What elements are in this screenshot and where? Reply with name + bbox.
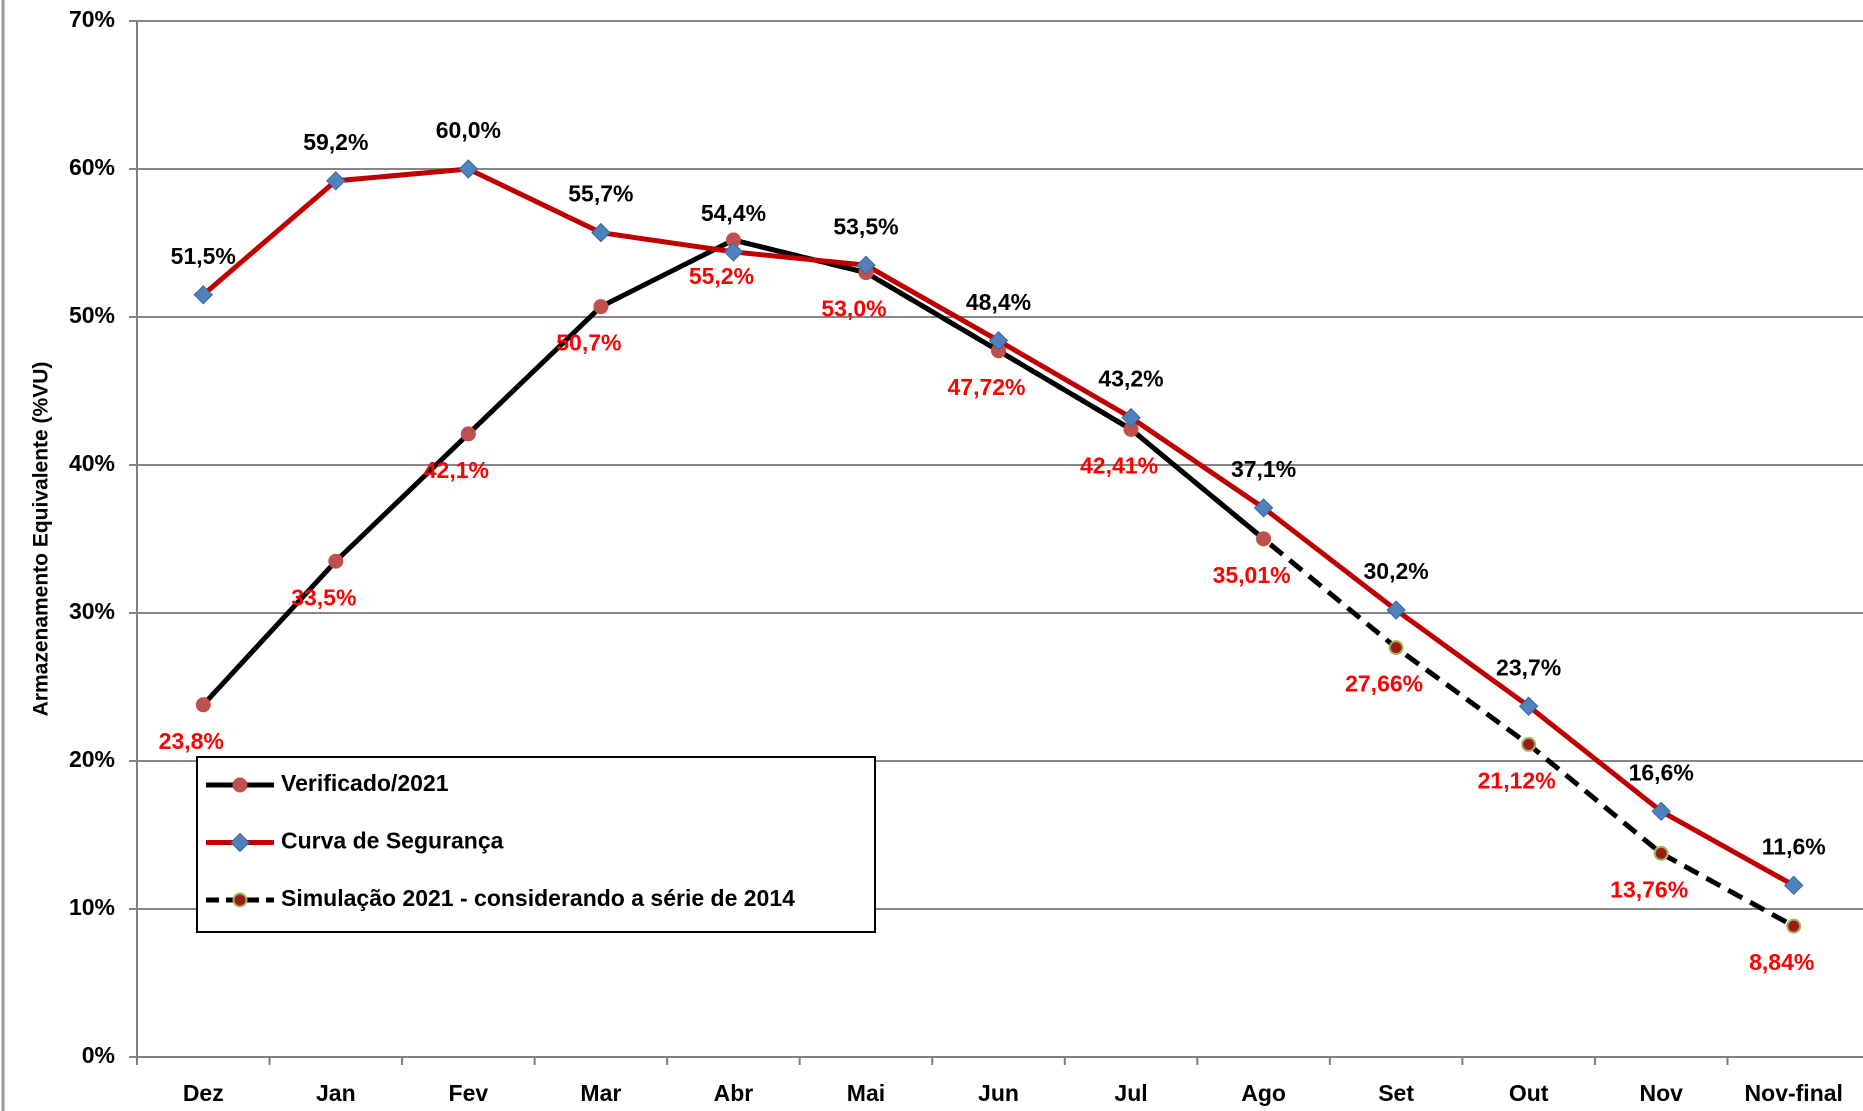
data-label: 16,6%	[1629, 759, 1694, 785]
marker	[232, 892, 248, 908]
y-tick-label: 20%	[69, 746, 115, 772]
data-label: 27,66%	[1345, 671, 1423, 697]
marker	[1653, 845, 1669, 861]
marker	[723, 242, 744, 262]
marker	[1386, 600, 1406, 620]
x-tick-label: Jul	[1114, 1080, 1147, 1106]
data-label: 53,5%	[833, 213, 898, 239]
y-tick-label: 60%	[69, 154, 115, 180]
x-tick-label: Dez	[183, 1080, 224, 1106]
data-label: 55,7%	[568, 181, 633, 207]
marker	[1121, 407, 1141, 428]
legend-label: Curva de Segurança	[281, 828, 504, 854]
marker	[856, 255, 876, 275]
y-tick-label: 50%	[69, 302, 115, 328]
data-label: 50,7%	[556, 330, 621, 356]
y-tick-label: 0%	[82, 1042, 115, 1068]
y-tick-label: 40%	[69, 450, 115, 476]
data-label: 23,8%	[159, 728, 224, 754]
x-tick-label: Fev	[449, 1080, 489, 1106]
marker	[1256, 531, 1272, 547]
marker	[326, 171, 346, 191]
data-label: 43,2%	[1098, 366, 1163, 392]
data-label: 30,2%	[1364, 558, 1429, 584]
marker	[593, 299, 609, 315]
data-label: 47,72%	[947, 374, 1025, 400]
data-label: 37,1%	[1231, 456, 1296, 482]
data-label: 23,7%	[1496, 654, 1561, 680]
data-label: 33,5%	[291, 584, 356, 610]
marker	[591, 222, 611, 243]
data-label: 42,1%	[424, 457, 489, 483]
data-label: 59,2%	[303, 129, 368, 155]
x-tick-label: Jun	[978, 1080, 1019, 1106]
marker	[1651, 801, 1671, 822]
y-tick-label: 70%	[69, 6, 115, 32]
marker	[230, 832, 250, 853]
marker	[328, 553, 344, 569]
x-tick-label: Nov-final	[1745, 1080, 1843, 1106]
data-label: 8,84%	[1749, 949, 1814, 975]
x-tick-label: Ago	[1241, 1080, 1286, 1106]
data-label: 35,01%	[1213, 562, 1291, 588]
legend-label: Verificado/2021	[281, 770, 449, 796]
x-tick-label: Abr	[714, 1080, 754, 1106]
data-label: 60,0%	[436, 117, 501, 143]
marker	[195, 697, 211, 713]
x-tick-label: Mai	[847, 1080, 885, 1106]
x-tick-label: Out	[1509, 1080, 1549, 1106]
data-label: 21,12%	[1478, 768, 1556, 794]
marker	[1784, 875, 1804, 896]
data-label: 53,0%	[821, 296, 886, 322]
data-label: 48,4%	[966, 289, 1031, 315]
y-axis-label: Armazenamento Equivalente (%VU)	[30, 362, 53, 717]
marker	[460, 426, 476, 442]
legend-label: Simulação 2021 - considerando a série de…	[281, 885, 795, 911]
marker	[1521, 736, 1537, 752]
marker	[232, 777, 248, 793]
marker	[1786, 918, 1802, 934]
legend-box	[196, 756, 876, 933]
data-label: 42,41%	[1080, 452, 1158, 478]
data-label: 13,76%	[1610, 876, 1688, 902]
marker	[1518, 696, 1539, 716]
marker	[1388, 640, 1404, 656]
x-tick-label: Mar	[580, 1080, 621, 1106]
data-label: 54,4%	[701, 200, 766, 226]
marker	[1253, 498, 1274, 518]
marker	[193, 285, 213, 305]
x-tick-label: Jan	[316, 1080, 356, 1106]
marker	[988, 330, 1009, 351]
y-tick-label: 30%	[69, 598, 115, 624]
data-label: 51,5%	[171, 243, 236, 269]
legend: Verificado/2021 Curva de Segurança Simulaç…	[196, 756, 876, 933]
marker	[458, 159, 479, 179]
data-label: 11,6%	[1762, 833, 1826, 859]
x-tick-label: Set	[1378, 1080, 1414, 1106]
x-tick-label: Nov	[1639, 1080, 1683, 1106]
y-tick-label: 10%	[69, 894, 115, 920]
data-label: 55,2%	[689, 263, 754, 289]
